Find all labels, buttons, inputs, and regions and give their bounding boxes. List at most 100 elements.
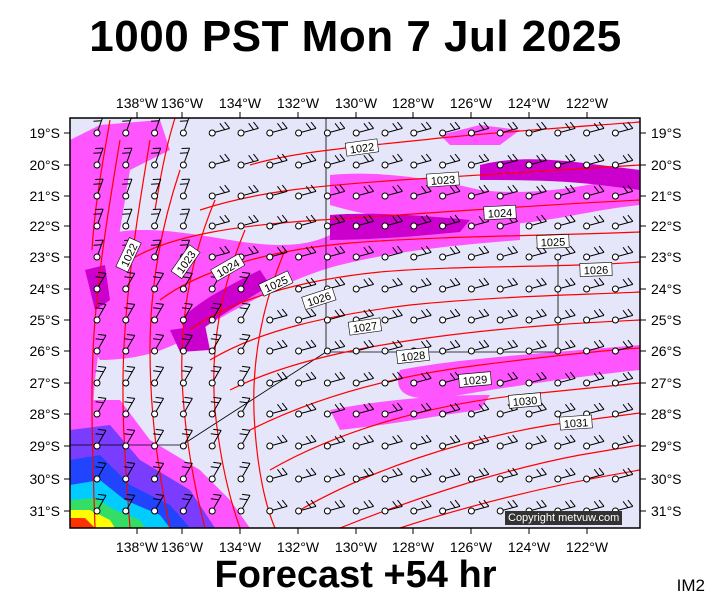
wind-barb	[151, 396, 165, 418]
lat-label-right: 25°S	[651, 312, 682, 328]
wind-barb	[93, 333, 107, 355]
lon-label-top: 134°W	[219, 95, 262, 111]
wind-barb	[467, 339, 490, 355]
wind-barb	[295, 499, 317, 515]
isobar-label: 1028	[400, 350, 426, 364]
wind-barb	[554, 153, 576, 169]
wind-barb	[352, 402, 374, 418]
lon-label-top: 128°W	[392, 95, 435, 111]
wind-barb	[496, 245, 518, 261]
isobar-label: 1029	[462, 374, 487, 388]
wind-barb	[410, 402, 432, 418]
wind-barb	[151, 178, 162, 200]
wind-barb	[122, 493, 136, 515]
wind-barb	[295, 214, 317, 230]
wind-barb	[122, 118, 132, 137]
lat-label-right: 29°S	[651, 438, 682, 454]
isobar-label: 1023	[430, 174, 455, 188]
wind-barb	[93, 118, 103, 137]
wind-barb	[439, 467, 461, 483]
wind-barb	[554, 371, 576, 387]
wind-barb	[295, 467, 317, 483]
wind-barb	[323, 339, 346, 355]
wind-barb	[496, 184, 518, 200]
isobar-label: 1030	[512, 395, 537, 409]
wind-barb	[237, 214, 259, 230]
wind-barb	[266, 214, 288, 230]
lon-label-top: 124°W	[508, 95, 551, 111]
lat-label-left: 21°S	[29, 188, 60, 204]
lon-label-bottom: 132°W	[277, 539, 320, 555]
wind-barb	[151, 208, 162, 230]
wind-barb	[410, 371, 432, 387]
wind-barb	[611, 277, 634, 293]
lon-label-top: 126°W	[450, 95, 493, 111]
wind-barb	[554, 308, 576, 324]
map-title: 1000 PST Mon 7 Jul 2025	[89, 12, 622, 61]
wind-barb	[554, 277, 576, 293]
lon-label-bottom: 128°W	[392, 539, 435, 555]
wind-barb	[237, 396, 251, 418]
wind-barb	[554, 184, 576, 200]
wind-barb	[439, 339, 461, 355]
wind-barb	[467, 121, 490, 137]
lat-label-left: 25°S	[29, 312, 60, 328]
wind-barb	[525, 214, 547, 230]
wind-barb	[496, 153, 518, 169]
lat-label-left: 26°S	[29, 343, 60, 359]
lon-label-bottom: 130°W	[335, 539, 378, 555]
wind-barb	[266, 434, 288, 450]
wind-barb	[295, 153, 317, 169]
wind-barb	[611, 371, 634, 387]
isobar-label: 1027	[352, 320, 378, 335]
lon-label-bottom: 126°W	[450, 539, 493, 555]
wind-barb	[295, 339, 317, 355]
wind-barb	[237, 493, 251, 515]
wind-barb	[93, 365, 107, 387]
wind-barb	[208, 396, 222, 418]
wind-barb	[323, 121, 346, 137]
wind-barb	[410, 499, 432, 515]
wind-barb	[352, 153, 374, 169]
wind-barb	[323, 214, 346, 230]
wind-barb	[179, 461, 193, 483]
wind-barb	[381, 308, 403, 324]
wind-barb	[496, 277, 518, 293]
wind-barb	[323, 467, 346, 483]
wind-barb	[179, 147, 191, 169]
lon-label-bottom: 138°W	[116, 539, 159, 555]
wind-barb	[179, 208, 191, 230]
wind-barb	[467, 308, 490, 324]
wind-barb	[554, 245, 576, 261]
wind-barb	[122, 147, 133, 169]
wind-barb	[93, 147, 104, 169]
wind-barb	[295, 245, 317, 261]
lat-label-right: 24°S	[651, 281, 682, 297]
wind-barb	[611, 339, 634, 355]
isobar-label: 1024	[488, 207, 513, 220]
wind-barb	[410, 153, 432, 169]
wind-barb	[583, 371, 605, 387]
wind-barb	[439, 499, 461, 515]
wind-barb	[237, 461, 251, 483]
wind-barb	[554, 214, 576, 230]
wind-barb	[323, 153, 346, 169]
lon-label-bottom: 122°W	[566, 539, 609, 555]
wind-barb	[496, 371, 518, 387]
axis-ticks: 138°W138°W136°W136°W134°W134°W132°W132°W…	[29, 95, 681, 555]
wind-barb	[352, 434, 374, 450]
lat-label-right: 21°S	[651, 188, 682, 204]
wind-barb	[266, 499, 288, 515]
wind-barb	[410, 434, 432, 450]
wind-barb	[151, 333, 165, 355]
lat-label-left: 31°S	[29, 503, 60, 519]
wind-barb	[467, 402, 490, 418]
wind-barb	[208, 184, 230, 200]
wind-barb	[611, 402, 634, 418]
wind-barb	[122, 302, 136, 324]
wind-barb	[381, 467, 403, 483]
lat-label-left: 27°S	[29, 375, 60, 391]
wind-barb	[179, 428, 193, 450]
wind-barb	[381, 214, 403, 230]
wind-barb	[525, 121, 547, 137]
